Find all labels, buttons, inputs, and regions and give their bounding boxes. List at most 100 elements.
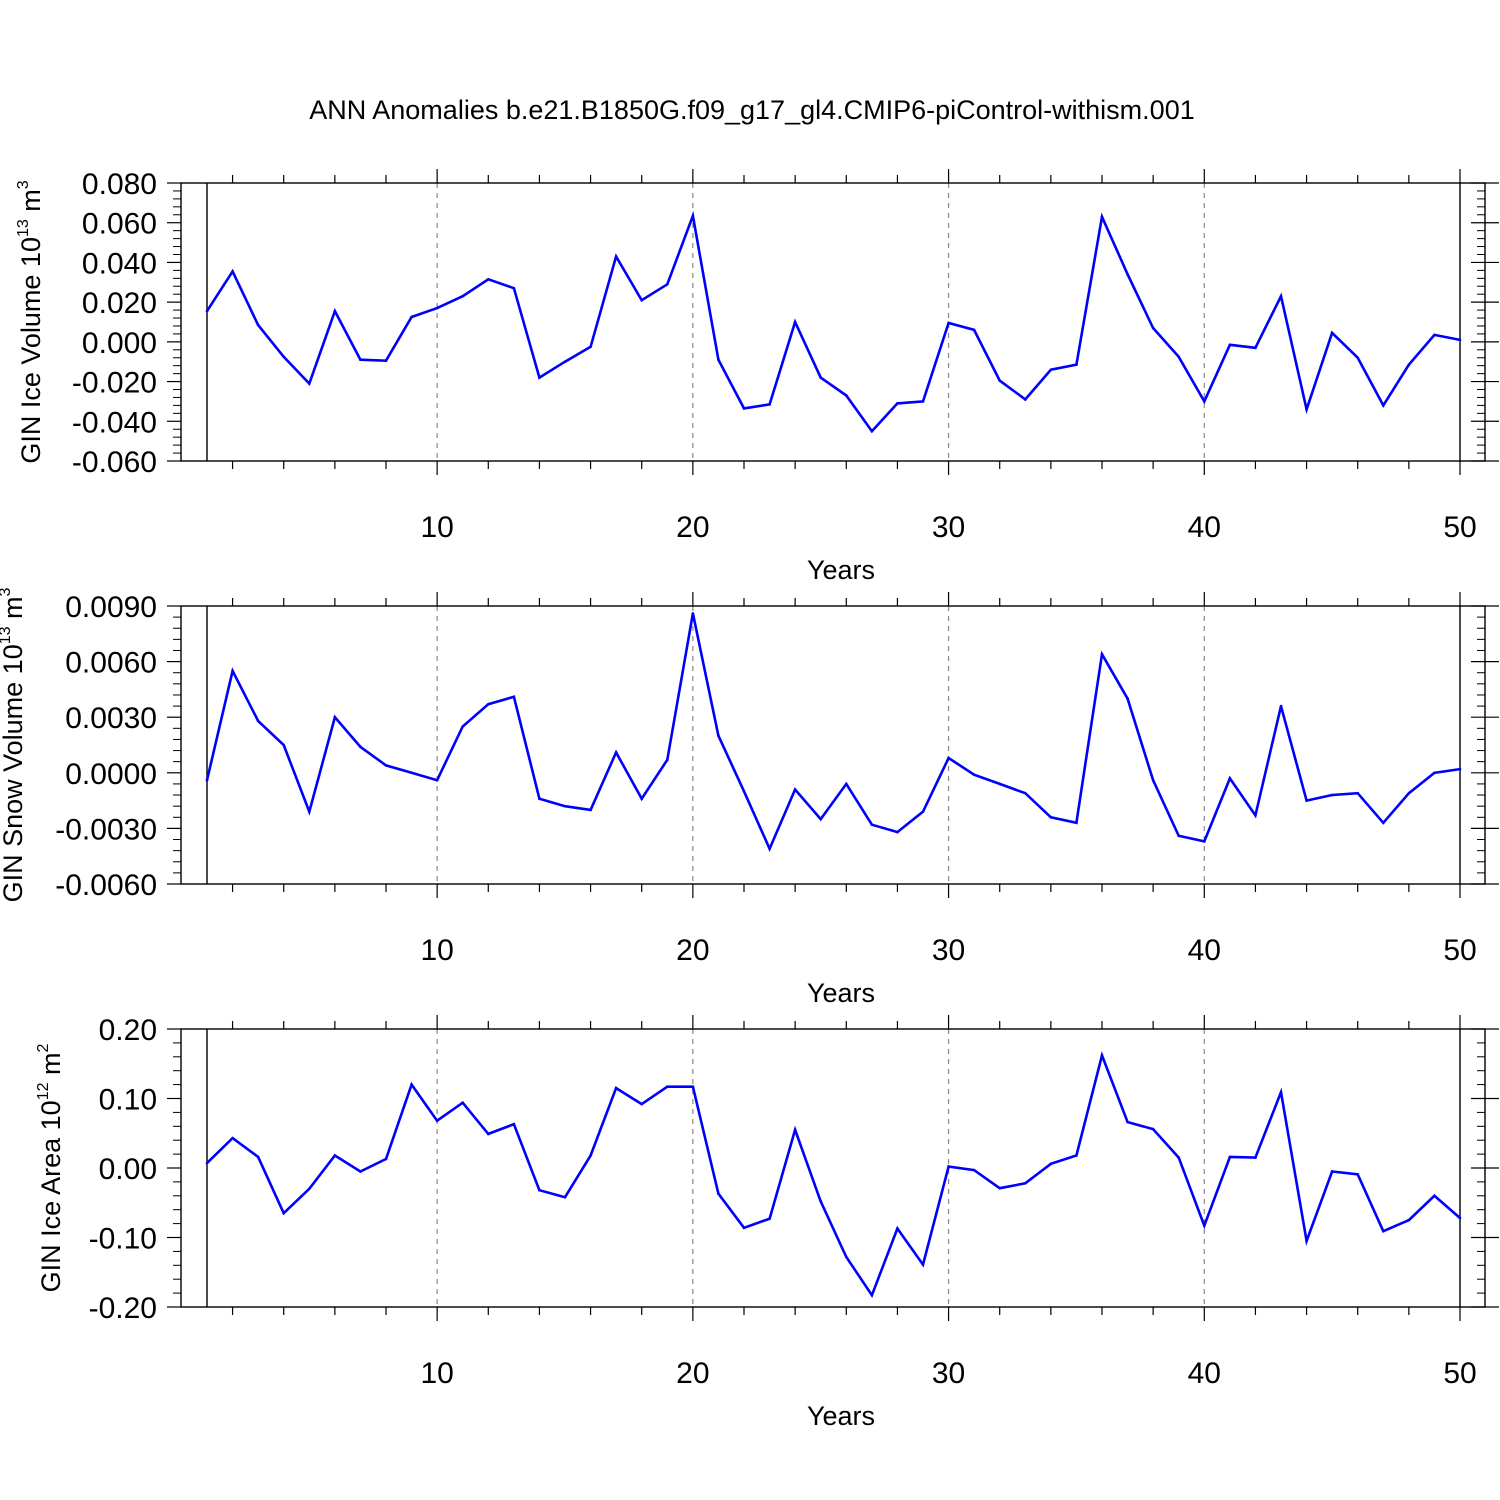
y-axis-label: GIN Ice Volume 1013 m3 <box>15 180 46 463</box>
data-point <box>486 702 490 706</box>
data-point <box>333 1154 337 1157</box>
x-tick-label: 50 <box>1443 1357 1476 1390</box>
y-tick-label: -0.0060 <box>55 869 157 902</box>
data-point <box>1279 1090 1283 1094</box>
data-series-line <box>205 613 1461 853</box>
data-point <box>793 788 797 791</box>
data-point <box>231 1136 234 1140</box>
data-point <box>691 1085 695 1088</box>
data-point <box>844 394 848 397</box>
data-point <box>1433 771 1436 775</box>
data-point <box>512 1122 516 1126</box>
chart-panel-1: -0.060 -0.040 -0.020 0.000 0.020 0.040 0.060 0.… <box>15 168 1499 585</box>
data-point <box>307 810 311 814</box>
data-point <box>1381 821 1385 825</box>
data-point <box>844 782 848 786</box>
y-axis-label-superscript: 12 <box>35 1082 52 1100</box>
data-point <box>717 1192 720 1196</box>
data-point <box>1151 1127 1155 1131</box>
data-point <box>896 1227 899 1230</box>
data-point <box>998 1186 1002 1190</box>
data-point <box>282 743 286 747</box>
data-point <box>972 773 976 776</box>
plot-frame <box>180 182 1486 462</box>
chart-panel-2: -0.0060 -0.0030 0.0000 0.0030 0.0060 0.0090 10… <box>0 587 1499 1008</box>
data-point <box>359 745 362 749</box>
x-axis-label: Years <box>807 978 875 1008</box>
data-point <box>1100 1054 1104 1057</box>
data-point <box>717 734 720 738</box>
data-point <box>589 345 592 349</box>
y-tick-label: -0.10 <box>89 1223 157 1256</box>
y-axis-label-text: GIN Ice Area 10 <box>36 1100 66 1292</box>
data-point <box>1356 1172 1360 1176</box>
data-point <box>538 1188 541 1192</box>
data-point <box>742 790 746 793</box>
data-point <box>1100 652 1104 656</box>
x-tick-label: 40 <box>1188 934 1221 967</box>
data-point <box>231 270 234 273</box>
data-point <box>614 255 618 258</box>
data-point <box>461 294 465 298</box>
data-point <box>307 382 311 385</box>
data-point <box>742 1226 746 1230</box>
data-point <box>742 407 746 410</box>
panels: -0.060 -0.040 -0.020 0.000 0.020 0.040 0.060 0.… <box>0 168 1499 1431</box>
chart-panel-3: -0.20 -0.10 0.00 0.10 0.20 10 20 30 40 50 Years GIN… <box>35 1014 1499 1431</box>
x-tick-label: 30 <box>932 511 965 544</box>
data-point <box>1023 1181 1027 1185</box>
data-point <box>1254 814 1257 817</box>
data-point <box>614 1086 618 1090</box>
data-point <box>1305 799 1308 802</box>
data-point <box>768 403 771 406</box>
x-tick-label: 50 <box>1443 934 1476 967</box>
data-point <box>1049 368 1053 371</box>
data-point <box>1228 343 1232 347</box>
x-tick-label: 10 <box>420 1357 453 1390</box>
data-point <box>384 764 388 767</box>
data-point <box>1356 356 1360 360</box>
y-tick-label: 0.0000 <box>65 758 157 791</box>
y-axis-label: GIN Snow Volume 1013 m3 <box>0 587 28 902</box>
data-point <box>1126 697 1129 700</box>
data-point <box>461 725 465 728</box>
data-point <box>512 695 516 699</box>
data-point <box>870 1293 874 1297</box>
y-tick-label: 0.060 <box>82 208 157 241</box>
y-tick-label: -0.20 <box>89 1292 157 1325</box>
data-point <box>563 1195 567 1199</box>
data-point <box>614 751 618 754</box>
x-tick-label: 10 <box>420 511 453 544</box>
data-point <box>793 320 797 324</box>
data-point <box>1330 331 1334 335</box>
y-tick-label: 0.0060 <box>65 647 157 680</box>
data-point <box>1075 821 1078 825</box>
data-point <box>870 823 874 826</box>
y-axis-label-superscript: 2 <box>35 1044 52 1053</box>
data-point <box>1458 1216 1462 1220</box>
data-point <box>435 778 439 782</box>
data-point <box>1126 273 1129 276</box>
data-point <box>435 306 439 310</box>
data-point <box>1151 778 1155 782</box>
data-point <box>896 830 899 834</box>
y-tick-label: 0.00 <box>99 1153 157 1186</box>
data-point <box>1254 1156 1257 1159</box>
data-point <box>717 358 720 362</box>
data-point <box>640 1102 644 1106</box>
data-point <box>691 612 695 615</box>
data-point <box>1177 355 1181 359</box>
data-point <box>896 402 899 405</box>
data-point <box>1202 400 1206 403</box>
data-series-line <box>206 1051 1461 1299</box>
data-point <box>972 1168 976 1172</box>
data-point <box>205 1161 209 1165</box>
plot-frame <box>180 1028 1486 1308</box>
data-point <box>972 328 976 332</box>
data-point <box>1433 333 1436 337</box>
x-tick-label: 40 <box>1188 1357 1221 1390</box>
y-axis-label-superscript: 13 <box>15 219 32 237</box>
data-point <box>384 1157 388 1161</box>
data-point <box>819 376 823 379</box>
